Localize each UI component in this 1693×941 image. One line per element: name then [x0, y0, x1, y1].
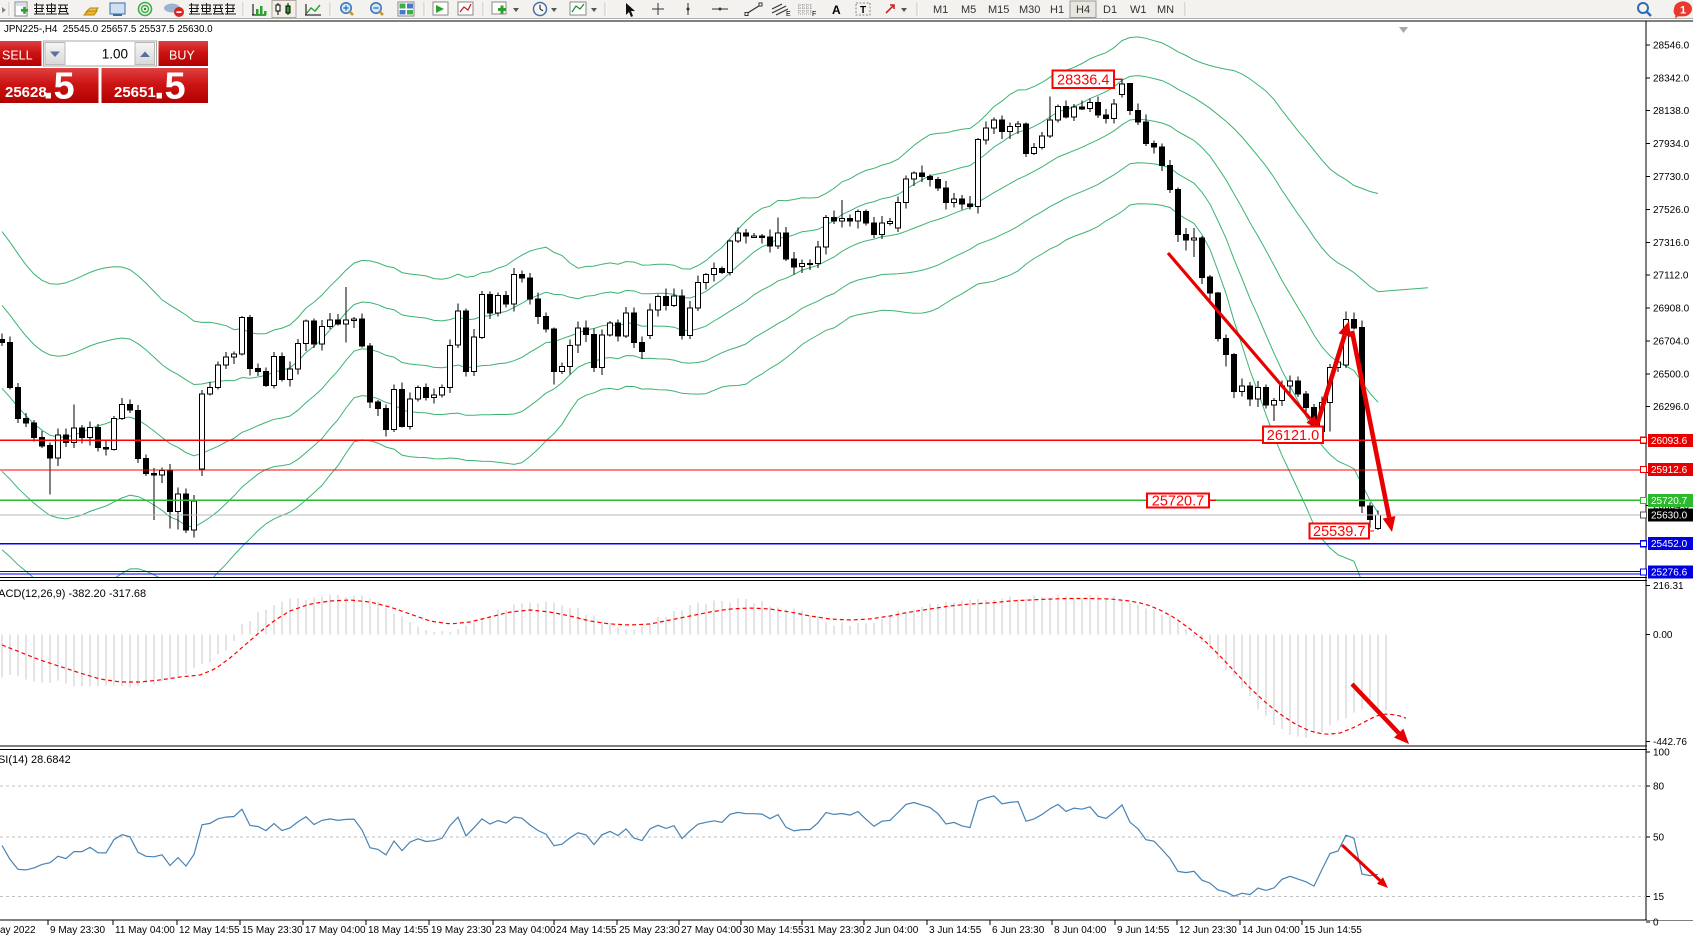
- svg-text:26296.0: 26296.0: [1653, 402, 1690, 413]
- svg-text:25651: 25651: [114, 84, 156, 101]
- svg-text:BUY: BUY: [169, 49, 195, 63]
- svg-text:25276.6: 25276.6: [1651, 568, 1688, 579]
- svg-text:6 Jun 23:30: 6 Jun 23:30: [992, 925, 1045, 936]
- svg-text:D1: D1: [1103, 4, 1117, 16]
- svg-text:27730.0: 27730.0: [1653, 172, 1690, 183]
- svg-text:M30: M30: [1019, 4, 1040, 16]
- svg-text:.5: .5: [43, 66, 75, 108]
- svg-text:ay 2022: ay 2022: [0, 925, 36, 936]
- svg-text:15 Jun 14:55: 15 Jun 14:55: [1304, 925, 1362, 936]
- svg-text:11 May 04:00: 11 May 04:00: [115, 925, 175, 936]
- svg-text:M5: M5: [961, 4, 976, 16]
- svg-text:27934.0: 27934.0: [1653, 139, 1690, 150]
- svg-text:MACD(12,26,9) -382.20 -317.68: MACD(12,26,9) -382.20 -317.68: [0, 588, 146, 600]
- svg-text:T: T: [860, 5, 866, 16]
- svg-text:SELL: SELL: [2, 49, 33, 63]
- svg-text:.5: .5: [154, 66, 186, 108]
- svg-text:-442.76: -442.76: [1653, 737, 1687, 748]
- svg-text:19 May 23:30: 19 May 23:30: [431, 925, 492, 936]
- svg-text:18 May 14:55: 18 May 14:55: [368, 925, 429, 936]
- svg-text:25912.6: 25912.6: [1651, 465, 1688, 476]
- svg-text:50: 50: [1653, 833, 1665, 844]
- svg-text:26908.0: 26908.0: [1653, 304, 1690, 315]
- svg-text:12 Jun 23:30: 12 Jun 23:30: [1179, 925, 1237, 936]
- svg-text:RSI(14) 28.6842: RSI(14) 28.6842: [0, 754, 71, 766]
- svg-text:E: E: [786, 11, 791, 18]
- svg-text:2 Jun 04:00: 2 Jun 04:00: [866, 925, 919, 936]
- svg-text:8 Jun 04:00: 8 Jun 04:00: [1054, 925, 1107, 936]
- svg-text:27 May 04:00: 27 May 04:00: [681, 925, 742, 936]
- svg-text:25720.7: 25720.7: [1651, 496, 1688, 507]
- svg-text:26093.6: 26093.6: [1651, 436, 1688, 447]
- svg-text:14 Jun 04:00: 14 Jun 04:00: [1242, 925, 1300, 936]
- svg-text:W1: W1: [1130, 4, 1147, 16]
- svg-text:28546.0: 28546.0: [1653, 40, 1690, 51]
- svg-text:25720.7: 25720.7: [1152, 494, 1204, 510]
- svg-text:9 May 23:30: 9 May 23:30: [50, 925, 105, 936]
- svg-text:25 May 23:30: 25 May 23:30: [619, 925, 680, 936]
- svg-text:JPN225-,H4 25545.0 25657.5 25: JPN225-,H4 25545.0 25657.5 25537.5 25630…: [4, 24, 213, 35]
- svg-text:0: 0: [1653, 918, 1659, 929]
- svg-text:0.00: 0.00: [1653, 630, 1673, 641]
- svg-text:3 Jun 14:55: 3 Jun 14:55: [929, 925, 982, 936]
- svg-text:80: 80: [1653, 782, 1665, 793]
- svg-text:25628: 25628: [5, 84, 47, 101]
- svg-text:28336.4: 28336.4: [1057, 72, 1109, 88]
- svg-text:26121.0: 26121.0: [1267, 428, 1319, 444]
- svg-text:A: A: [832, 3, 841, 17]
- svg-text:27316.0: 27316.0: [1653, 238, 1690, 249]
- svg-text:27526.0: 27526.0: [1653, 205, 1690, 216]
- svg-text:25630.0: 25630.0: [1651, 511, 1688, 522]
- svg-text:24 May 14:55: 24 May 14:55: [556, 925, 617, 936]
- svg-text:30 May 14:55: 30 May 14:55: [743, 925, 804, 936]
- svg-text:H4: H4: [1076, 4, 1090, 16]
- svg-text:M1: M1: [933, 4, 948, 16]
- svg-text:1: 1: [1680, 5, 1686, 17]
- svg-text:23 May 04:00: 23 May 04:00: [495, 925, 556, 936]
- svg-text:25539.7: 25539.7: [1313, 524, 1365, 540]
- svg-text:F: F: [812, 11, 816, 18]
- svg-text:M15: M15: [988, 4, 1009, 16]
- svg-text:27112.0: 27112.0: [1653, 271, 1689, 282]
- svg-text:17 May 04:00: 17 May 04:00: [305, 925, 366, 936]
- svg-text:12 May 14:55: 12 May 14:55: [179, 925, 240, 936]
- svg-text:100: 100: [1653, 748, 1670, 759]
- svg-text:31 May 23:30: 31 May 23:30: [804, 925, 865, 936]
- svg-text:15 May 23:30: 15 May 23:30: [242, 925, 303, 936]
- svg-text:26500.0: 26500.0: [1653, 369, 1690, 380]
- svg-text:H1: H1: [1050, 4, 1064, 16]
- svg-text:216.31: 216.31: [1653, 581, 1684, 592]
- svg-text:9 Jun 14:55: 9 Jun 14:55: [1117, 925, 1170, 936]
- svg-text:26704.0: 26704.0: [1653, 336, 1690, 347]
- svg-text:MN: MN: [1157, 4, 1174, 16]
- svg-text:1.00: 1.00: [102, 47, 128, 62]
- svg-text:15: 15: [1653, 892, 1665, 903]
- svg-text:28342.0: 28342.0: [1653, 73, 1690, 84]
- svg-text:25452.0: 25452.0: [1651, 539, 1688, 550]
- svg-text:28138.0: 28138.0: [1653, 106, 1690, 117]
